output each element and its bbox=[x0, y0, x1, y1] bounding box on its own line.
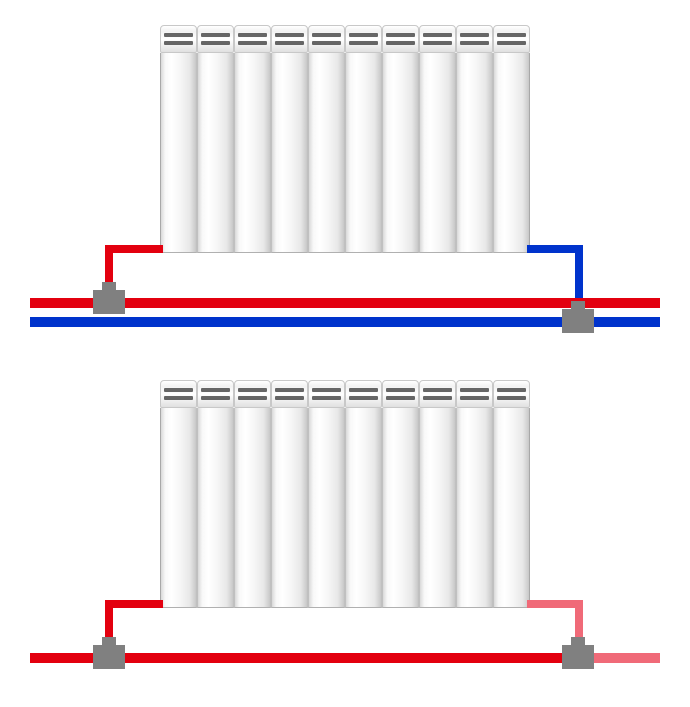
radiator-one-pipe bbox=[160, 380, 530, 608]
radiator-grill-segment bbox=[197, 380, 234, 408]
radiator-top-grill bbox=[160, 25, 530, 53]
pipe-tee-fitting bbox=[562, 645, 594, 669]
radiator-section bbox=[308, 408, 345, 608]
radiator-section bbox=[419, 53, 456, 253]
radiator-grill-segment bbox=[419, 25, 456, 53]
radiator-grill-segment bbox=[345, 380, 382, 408]
radiator-grill-segment bbox=[419, 380, 456, 408]
radiator-section bbox=[271, 53, 308, 253]
supply_cooled-pipe-horizontal bbox=[527, 600, 583, 608]
radiator-section bbox=[160, 408, 197, 608]
radiator-grill-segment bbox=[234, 25, 271, 53]
radiator-section bbox=[234, 408, 271, 608]
pipe-tee-fitting bbox=[562, 309, 594, 333]
radiator-grill-segment bbox=[160, 25, 197, 53]
radiator-grill-segment bbox=[493, 380, 530, 408]
radiator-section bbox=[382, 408, 419, 608]
radiator-grill-segment bbox=[197, 25, 234, 53]
radiator-top-grill bbox=[160, 380, 530, 408]
radiator-grill-segment bbox=[271, 25, 308, 53]
radiator-section bbox=[382, 53, 419, 253]
radiator-grill-segment bbox=[160, 380, 197, 408]
supply-pipe-horizontal bbox=[105, 245, 163, 253]
radiator-grill-segment bbox=[382, 25, 419, 53]
diagram-canvas bbox=[0, 0, 690, 707]
radiator-section bbox=[271, 408, 308, 608]
radiator-section bbox=[456, 408, 493, 608]
radiator-section bbox=[160, 53, 197, 253]
radiator-section bbox=[345, 408, 382, 608]
radiator-section bbox=[197, 408, 234, 608]
pipe-tee-fitting bbox=[93, 645, 125, 669]
radiator-section bbox=[493, 53, 530, 253]
radiator-section bbox=[456, 53, 493, 253]
radiator-grill-segment bbox=[456, 380, 493, 408]
radiator-section bbox=[308, 53, 345, 253]
radiator-section bbox=[234, 53, 271, 253]
radiator-section bbox=[493, 408, 530, 608]
radiator-grill-segment bbox=[308, 380, 345, 408]
radiator-grill-segment bbox=[308, 25, 345, 53]
supply-pipe-horizontal bbox=[105, 600, 163, 608]
radiator-body bbox=[160, 53, 530, 253]
radiator-grill-segment bbox=[493, 25, 530, 53]
radiator-section bbox=[197, 53, 234, 253]
return-pipe-horizontal bbox=[527, 245, 583, 253]
pipe-tee-fitting bbox=[93, 290, 125, 314]
radiator-grill-segment bbox=[271, 380, 308, 408]
radiator-section bbox=[345, 53, 382, 253]
radiator-grill-segment bbox=[382, 380, 419, 408]
radiator-two-pipe bbox=[160, 25, 530, 253]
radiator-section bbox=[419, 408, 456, 608]
radiator-grill-segment bbox=[345, 25, 382, 53]
radiator-body bbox=[160, 408, 530, 608]
radiator-grill-segment bbox=[456, 25, 493, 53]
radiator-grill-segment bbox=[234, 380, 271, 408]
